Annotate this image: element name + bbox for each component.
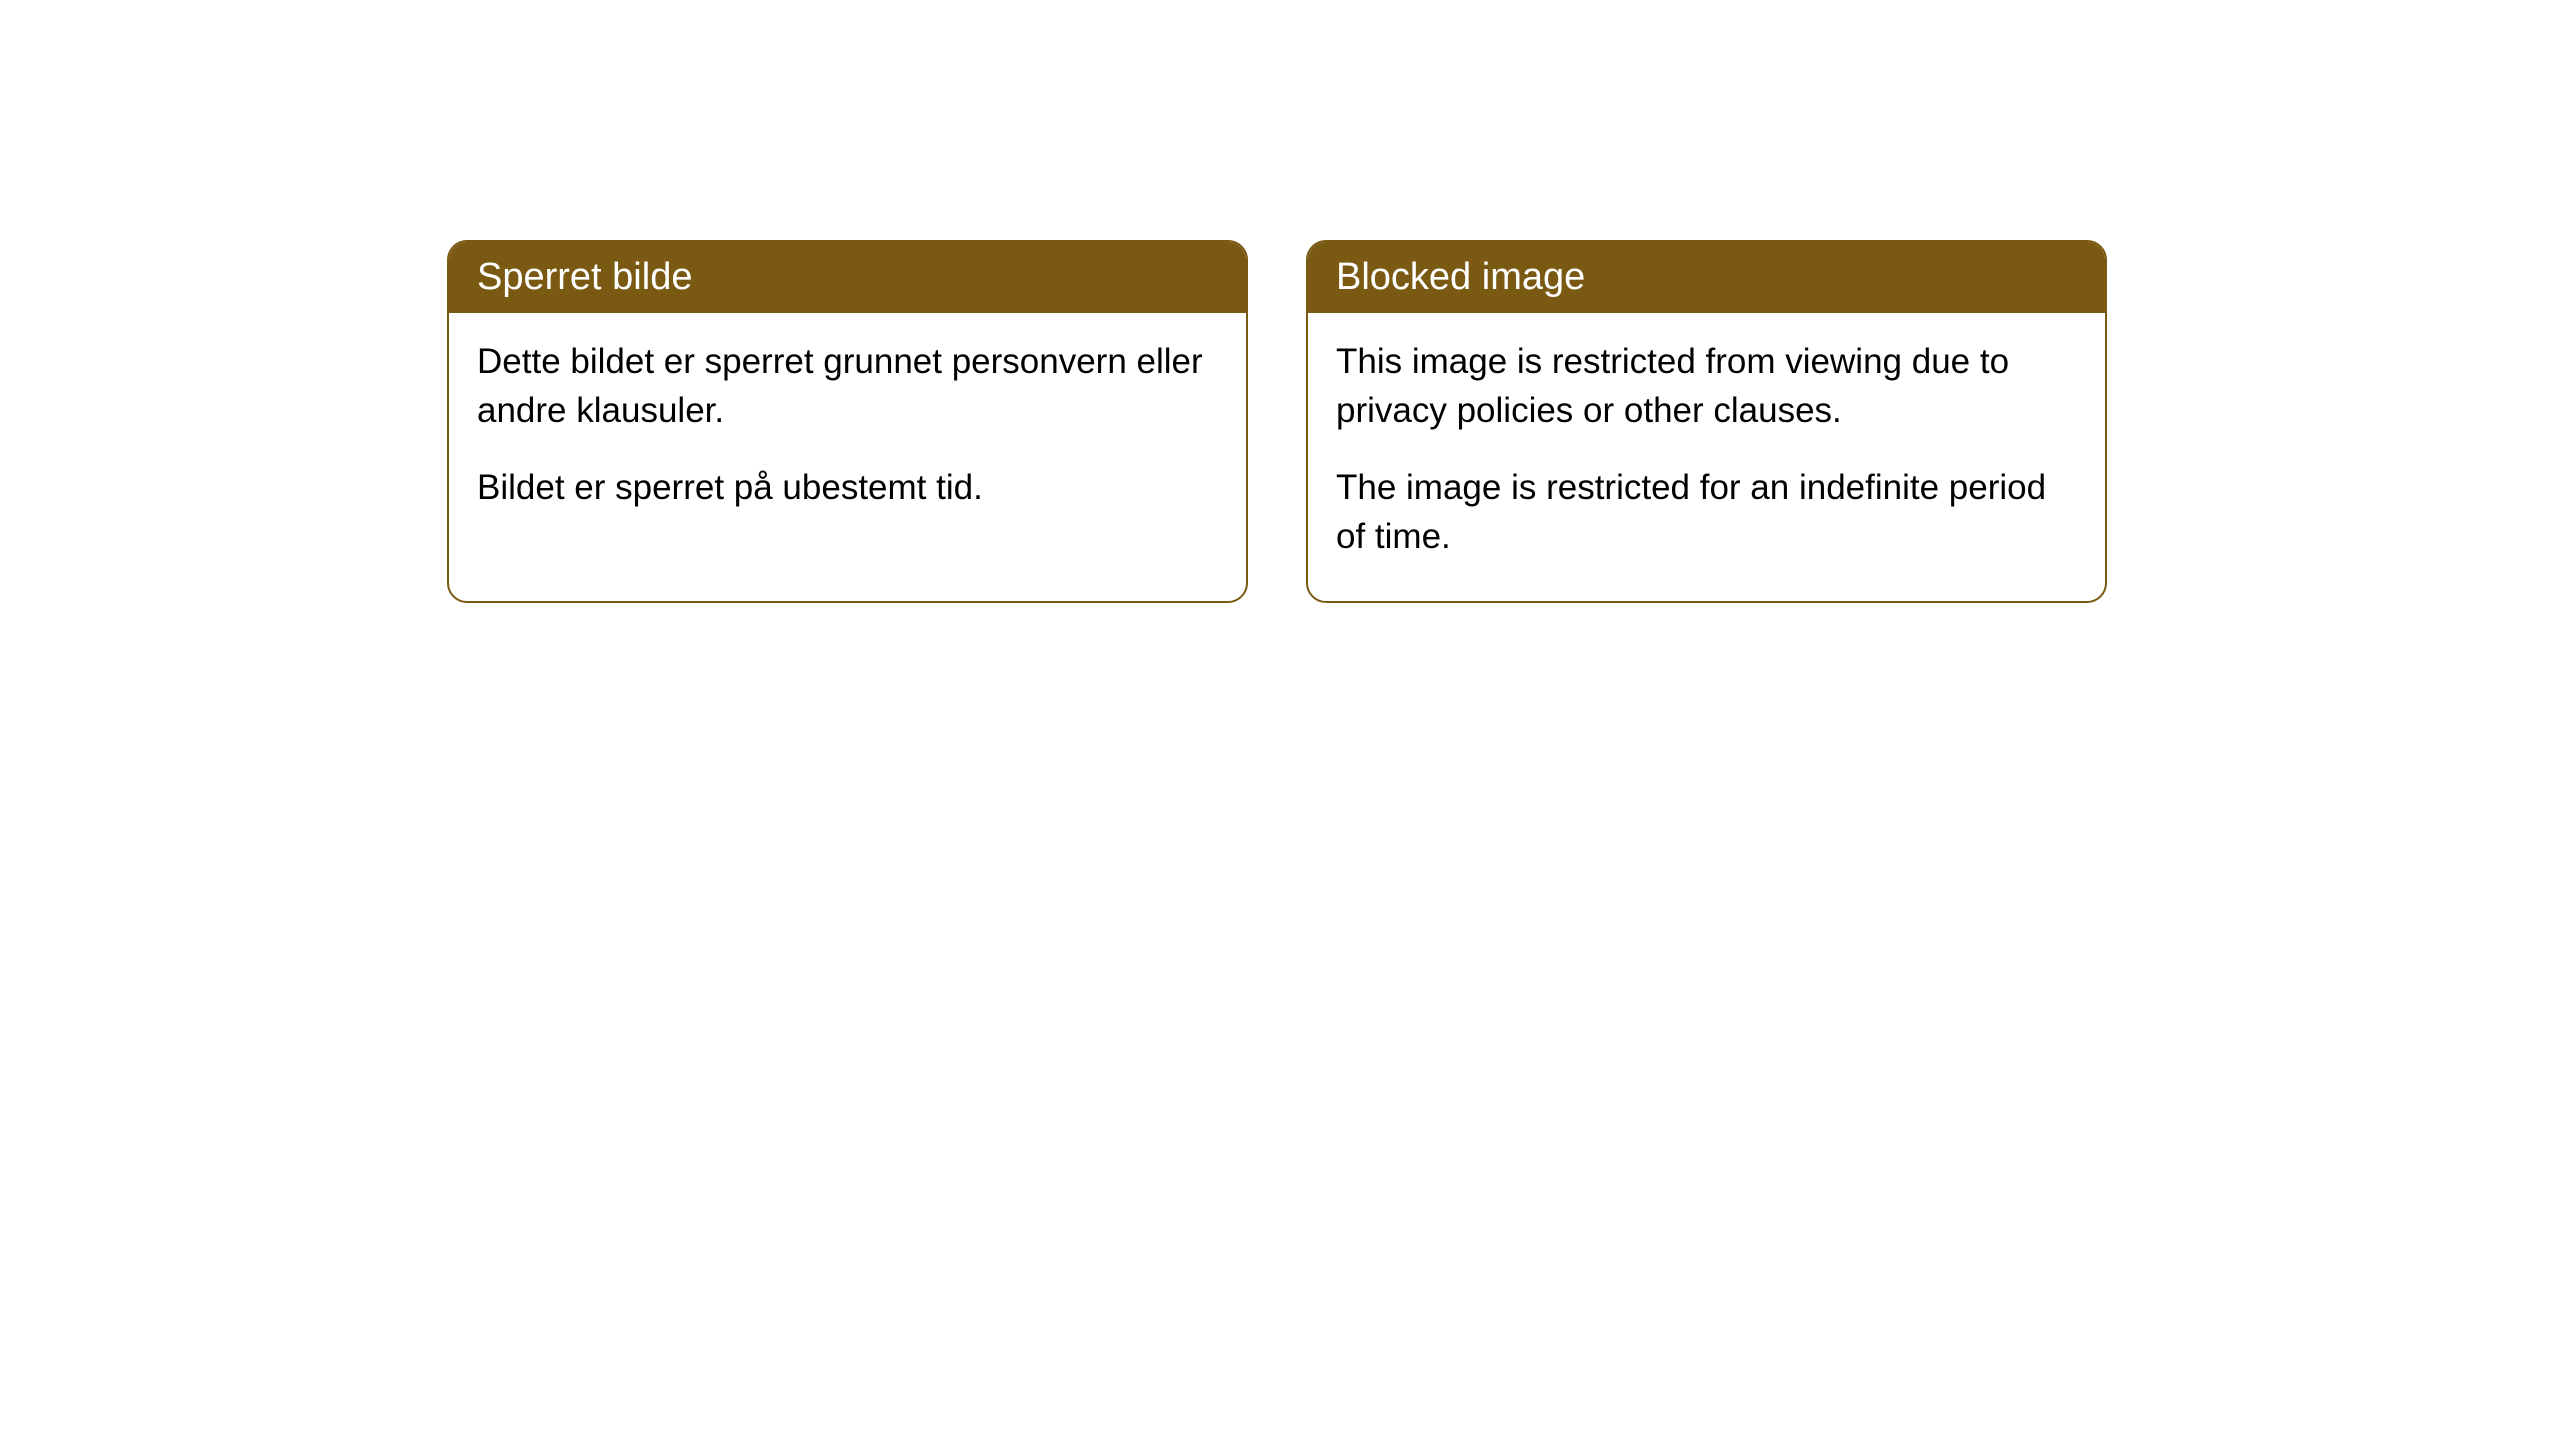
notice-text-norwegian-2: Bildet er sperret på ubestemt tid. xyxy=(477,463,1218,512)
notice-body-norwegian: Dette bildet er sperret grunnet personve… xyxy=(449,313,1246,552)
notice-title-english: Blocked image xyxy=(1336,256,1585,298)
notice-text-norwegian-1: Dette bildet er sperret grunnet personve… xyxy=(477,337,1218,435)
notice-card-english: Blocked image This image is restricted f… xyxy=(1306,240,2107,603)
notice-body-english: This image is restricted from viewing du… xyxy=(1308,313,2105,601)
notice-text-english-1: This image is restricted from viewing du… xyxy=(1336,337,2077,435)
notice-title-norwegian: Sperret bilde xyxy=(477,256,692,298)
notice-card-norwegian: Sperret bilde Dette bildet er sperret gr… xyxy=(447,240,1248,603)
notice-header-norwegian: Sperret bilde xyxy=(449,242,1246,313)
notice-header-english: Blocked image xyxy=(1308,242,2105,313)
notices-container: Sperret bilde Dette bildet er sperret gr… xyxy=(447,240,2107,603)
notice-text-english-2: The image is restricted for an indefinit… xyxy=(1336,463,2077,561)
